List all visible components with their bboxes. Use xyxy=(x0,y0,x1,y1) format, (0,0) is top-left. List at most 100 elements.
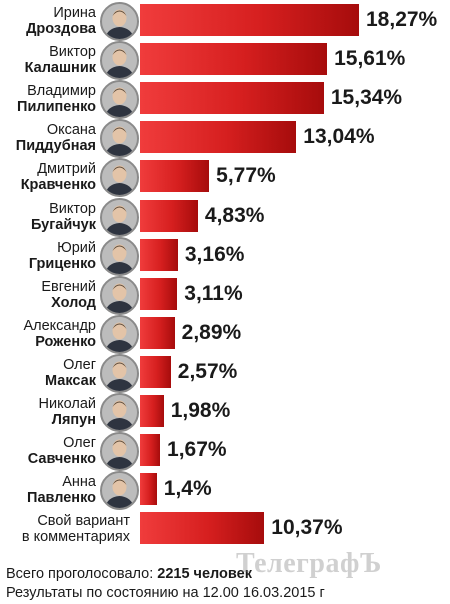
candidate-last-name: Дроздова xyxy=(26,21,96,37)
bar xyxy=(140,473,157,506)
candidate-row: Олег Савченко 1,67% xyxy=(0,432,450,472)
candidate-last-name: Бугайчук xyxy=(30,216,96,233)
candidate-name: Николай Ляпун xyxy=(0,396,96,428)
candidate-name: Александр Роженко xyxy=(0,318,96,350)
bar-value-label: 5,77% xyxy=(216,164,276,188)
candidate-first-name: Оксана xyxy=(46,122,96,139)
candidate-photo xyxy=(100,41,139,81)
candidate-photo xyxy=(100,236,139,276)
candidate-photo xyxy=(100,197,139,237)
candidate-row: Анна Павленко 1,4% xyxy=(0,471,450,511)
candidate-row: Александр Роженко 2,89% xyxy=(0,314,450,354)
candidate-row: Юрий Гриценко 3,16% xyxy=(0,236,450,276)
bar-value-label: 3,11% xyxy=(184,281,243,305)
bar xyxy=(140,160,210,193)
candidate-photo xyxy=(100,80,139,120)
candidate-photo xyxy=(100,2,139,41)
candidate-first-name: Николай xyxy=(38,396,96,412)
candidate-row: Дмитрий Кравченко 5,77% xyxy=(0,158,450,198)
bar-value-label: 1,67% xyxy=(167,438,227,462)
candidate-last-name: Савченко xyxy=(27,451,96,468)
candidate-first-name: Евгений xyxy=(41,278,96,295)
candidate-name: Олег Савченко xyxy=(0,435,96,467)
bar xyxy=(140,121,297,154)
bar xyxy=(140,277,178,310)
candidate-first-name: Олег xyxy=(63,356,96,373)
candidate-name: Виктор Бугайчук xyxy=(0,201,96,233)
candidate-row: Свой вариант в комментариях 10,37% xyxy=(0,510,450,549)
candidate-first-name: Олег xyxy=(63,435,96,452)
bar-value-label: 10,37% xyxy=(271,516,343,540)
candidate-last-name: Максак xyxy=(45,372,96,389)
bar xyxy=(140,43,328,76)
bar xyxy=(140,395,164,427)
candidate-first-name: Виктор xyxy=(49,200,96,217)
bar xyxy=(140,4,359,36)
candidate-first-name: Анна xyxy=(62,474,96,491)
candidate-first-name: Ирина xyxy=(53,5,96,21)
candidate-row: Евгений Холод 3,11% xyxy=(0,275,450,315)
bar-value-label: 18,27% xyxy=(366,8,438,31)
candidate-photo xyxy=(100,158,139,198)
candidate-last-name: Пиддубная xyxy=(15,138,96,155)
bar xyxy=(140,82,324,115)
candidate-first-name: Виктор xyxy=(49,44,96,61)
candidate-first-name: Юрий xyxy=(57,239,96,256)
telegraf-watermark: ТелеграфЪ xyxy=(236,548,382,579)
candidate-last-name: Роженко xyxy=(35,333,96,350)
candidate-last-name: Гриценко xyxy=(28,255,96,272)
candidate-row: Олег Максак 2,57% xyxy=(0,353,450,393)
candidate-name: Оксана Пиддубная xyxy=(0,122,96,154)
candidate-last-name: Ляпун xyxy=(51,412,96,428)
bar-value-label: 2,89% xyxy=(181,320,242,344)
results-note: Результаты по состоянию на 12.00 16.03.2… xyxy=(6,585,325,601)
bar-value-label: 1,4% xyxy=(163,477,212,501)
candidate-name: Анна Павленко xyxy=(0,474,96,506)
candidate-row: Ирина Дроздова 18,27% xyxy=(0,2,450,41)
bar xyxy=(140,238,178,271)
candidate-last-name: Калашник xyxy=(24,60,96,77)
candidate-photo xyxy=(100,471,139,511)
candidate-first-name: Дмитрий xyxy=(37,161,96,178)
candidate-photo xyxy=(100,314,139,354)
candidate-row: Виктор Бугайчук 4,83% xyxy=(0,197,450,237)
bar-value-label: 15,34% xyxy=(330,86,403,110)
total-votes-value: 2215 человек xyxy=(157,566,252,582)
poll-chart: Ирина Дроздова 18,27% Виктор Калашник 15,61% В… xyxy=(0,2,450,549)
bar-value-label: 15,61% xyxy=(334,47,406,71)
total-votes-label: Всего проголосовало: xyxy=(6,566,154,582)
candidate-first-name: Владимир xyxy=(27,83,96,100)
bar xyxy=(140,316,175,349)
candidate-name: Дмитрий Кравченко xyxy=(0,161,96,193)
candidate-row: Владимир Пилипенко 15,34% xyxy=(0,80,450,120)
bar xyxy=(140,199,198,232)
candidate-photo xyxy=(100,275,139,315)
candidate-row: Николай Ляпун 1,98% xyxy=(0,393,450,432)
candidate-photo xyxy=(100,393,139,432)
candidate-last-name: в комментариях xyxy=(21,529,130,546)
candidate-photo xyxy=(100,353,139,393)
candidate-last-name: Пилипенко xyxy=(17,99,96,116)
candidate-name: Виктор Калашник xyxy=(0,44,96,76)
bar-value-label: 4,83% xyxy=(204,203,265,227)
candidate-last-name: Кравченко xyxy=(20,177,96,194)
bar xyxy=(140,434,161,467)
candidate-row: Виктор Калашник 15,61% xyxy=(0,41,450,81)
candidate-last-name: Холод xyxy=(51,294,96,311)
bar-value-label: 3,16% xyxy=(184,242,245,266)
candidate-last-name: Павленко xyxy=(27,490,96,507)
candidate-name: Олег Максак xyxy=(0,357,96,389)
bar xyxy=(140,355,171,388)
candidate-photo xyxy=(100,119,139,159)
candidate-first-name: Свой вариант xyxy=(37,513,130,530)
candidate-row: Оксана Пиддубная 13,04% xyxy=(0,119,450,159)
candidate-first-name: Александр xyxy=(23,317,96,334)
bar xyxy=(140,512,265,545)
candidate-name: Евгений Холод xyxy=(0,279,96,311)
candidate-name: Свой вариант в комментариях xyxy=(0,513,130,545)
candidate-name: Юрий Гриценко xyxy=(0,240,96,272)
candidate-name: Владимир Пилипенко xyxy=(0,83,96,115)
bar-value-label: 13,04% xyxy=(303,125,375,149)
bar-value-label: 1,98% xyxy=(170,399,231,422)
bar-value-label: 2,57% xyxy=(177,359,238,383)
